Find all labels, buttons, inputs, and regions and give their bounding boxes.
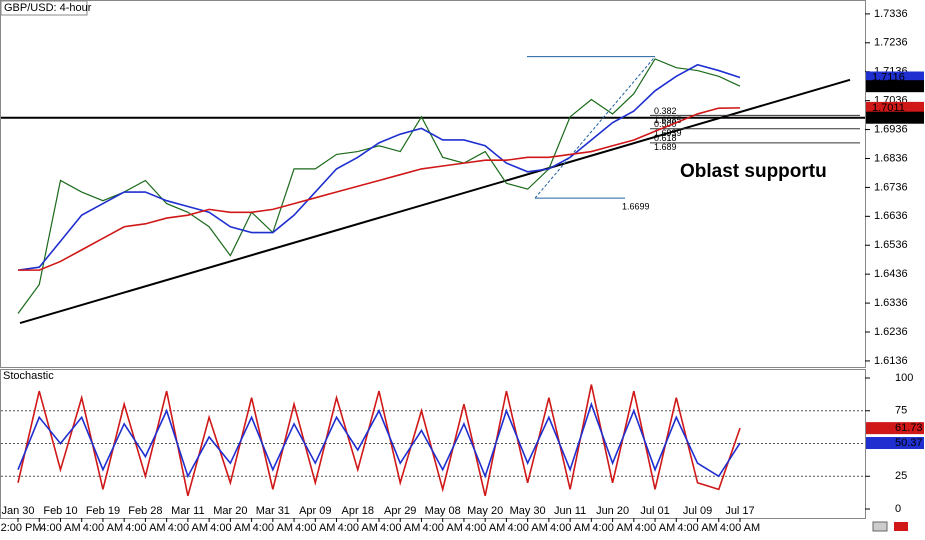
title-box bbox=[0, 0, 88, 16]
x-tick-label: Feb 19 bbox=[86, 505, 120, 517]
x-time-label: 4:00 AM bbox=[125, 522, 165, 534]
x-tick-label: Feb 28 bbox=[128, 505, 162, 517]
series-line bbox=[17, 58, 741, 314]
x-tick-label: Jul 09 bbox=[683, 505, 712, 517]
stoch-tag bbox=[866, 437, 924, 450]
x-time-label: 4:00 AM bbox=[210, 522, 250, 534]
y-tick-label: 1.7236 bbox=[874, 37, 908, 49]
x-time-label: 4:00 AM bbox=[40, 522, 80, 534]
price-tag bbox=[866, 101, 924, 114]
x-time-label: 4:00 AM bbox=[253, 522, 293, 534]
stoch-panel bbox=[0, 369, 866, 519]
y-tick-label: 1.6936 bbox=[874, 123, 908, 135]
x-tick-label: Jun 20 bbox=[596, 505, 629, 517]
x-tick-label: May 30 bbox=[510, 505, 546, 517]
x-tick-label: Apr 29 bbox=[384, 505, 416, 517]
fib-ratio: 0.618 bbox=[654, 133, 677, 143]
y-tick-label: 1.7336 bbox=[874, 8, 908, 20]
x-tick-label: Jul 17 bbox=[725, 505, 754, 517]
x-tick-label: May 08 bbox=[425, 505, 461, 517]
x-time-label: 4:00 AM bbox=[550, 522, 590, 534]
series-line bbox=[17, 401, 741, 479]
fib-diag bbox=[534, 56, 656, 199]
y-tick-label: 1.6536 bbox=[874, 239, 908, 251]
x-tick-label: Mar 20 bbox=[213, 505, 247, 517]
price-tag bbox=[866, 80, 924, 93]
y-tick-label: 1.6236 bbox=[874, 326, 908, 338]
x-time-label: 4:00 AM bbox=[507, 522, 547, 534]
price-tag-label: 1.6977 bbox=[872, 112, 906, 124]
x-tick-label: Mar 11 bbox=[171, 505, 204, 517]
fib-value: 1.6985 bbox=[654, 115, 682, 125]
y-tick-label: 1.6636 bbox=[874, 210, 908, 222]
x-tick-label: Jan 30 bbox=[1, 505, 34, 517]
x-time-label: 4:00 AM bbox=[720, 522, 760, 534]
x-tick-label: Jul 01 bbox=[640, 505, 669, 517]
x-time-label: 4:00 AM bbox=[338, 522, 378, 534]
series-line bbox=[18, 107, 741, 271]
scroll-icon[interactable] bbox=[872, 521, 888, 532]
stoch-title-box bbox=[1, 370, 53, 382]
close-icon[interactable] bbox=[894, 522, 908, 531]
x-time-label: 4:00 AM bbox=[168, 522, 208, 534]
y-tick-label: 100 bbox=[895, 372, 913, 384]
fib-value: 1.689 bbox=[654, 142, 677, 152]
x-tick-label: May 20 bbox=[467, 505, 503, 517]
x-time-label: 4:00 AM bbox=[677, 522, 717, 534]
price-tag-label: 1.7086 bbox=[872, 80, 906, 92]
x-time-label: 12:00 PM bbox=[0, 522, 42, 534]
y-tick-label: 1.6736 bbox=[874, 181, 908, 193]
x-tick-label: Apr 09 bbox=[299, 505, 331, 517]
y-tick-label: 1.6336 bbox=[874, 297, 908, 309]
stoch-tag-label: 61.73 bbox=[895, 422, 923, 434]
stoch-tag-label: 50.37 bbox=[895, 437, 923, 449]
x-time-label: 4:00 AM bbox=[380, 522, 420, 534]
x-time-label: 4:00 AM bbox=[592, 522, 632, 534]
x-tick-label: Mar 31 bbox=[256, 505, 290, 517]
y-tick-label: 0 bbox=[895, 503, 901, 515]
x-time-label: 4:00 AM bbox=[635, 522, 675, 534]
main-panel bbox=[0, 0, 866, 368]
stoch-title: Stochastic bbox=[3, 370, 54, 382]
fib-ratio: 0.500 bbox=[654, 119, 677, 129]
stoch-tag bbox=[866, 422, 924, 435]
price-tag-label: 1.7011 bbox=[872, 102, 905, 114]
fib-low-label: 1.6699 bbox=[622, 201, 650, 211]
annotation: Oblast supportu bbox=[680, 161, 827, 182]
x-tick-label: Feb 10 bbox=[43, 505, 77, 517]
fib-value: 1.6939 bbox=[654, 128, 682, 138]
x-time-label: 4:00 AM bbox=[295, 522, 335, 534]
trendline bbox=[19, 78, 851, 325]
x-time-label: 4:00 AM bbox=[423, 522, 463, 534]
series-line bbox=[17, 384, 741, 497]
y-tick-label: 1.6136 bbox=[874, 355, 908, 367]
chart-title: GBP/USD: 4-hour bbox=[4, 2, 92, 14]
x-tick-label: Jun 11 bbox=[554, 505, 586, 517]
price-tag bbox=[866, 111, 924, 124]
y-tick-label: 25 bbox=[895, 470, 907, 482]
series-line bbox=[17, 63, 741, 271]
fib-ratio: 0.382 bbox=[654, 106, 677, 116]
x-tick-label: Apr 18 bbox=[342, 505, 374, 517]
y-tick-label: 75 bbox=[895, 405, 907, 417]
y-tick-label: 1.6436 bbox=[874, 268, 908, 280]
y-tick-label: 1.6836 bbox=[874, 152, 908, 164]
x-time-label: 4:00 AM bbox=[83, 522, 123, 534]
x-time-label: 4:00 AM bbox=[465, 522, 505, 534]
